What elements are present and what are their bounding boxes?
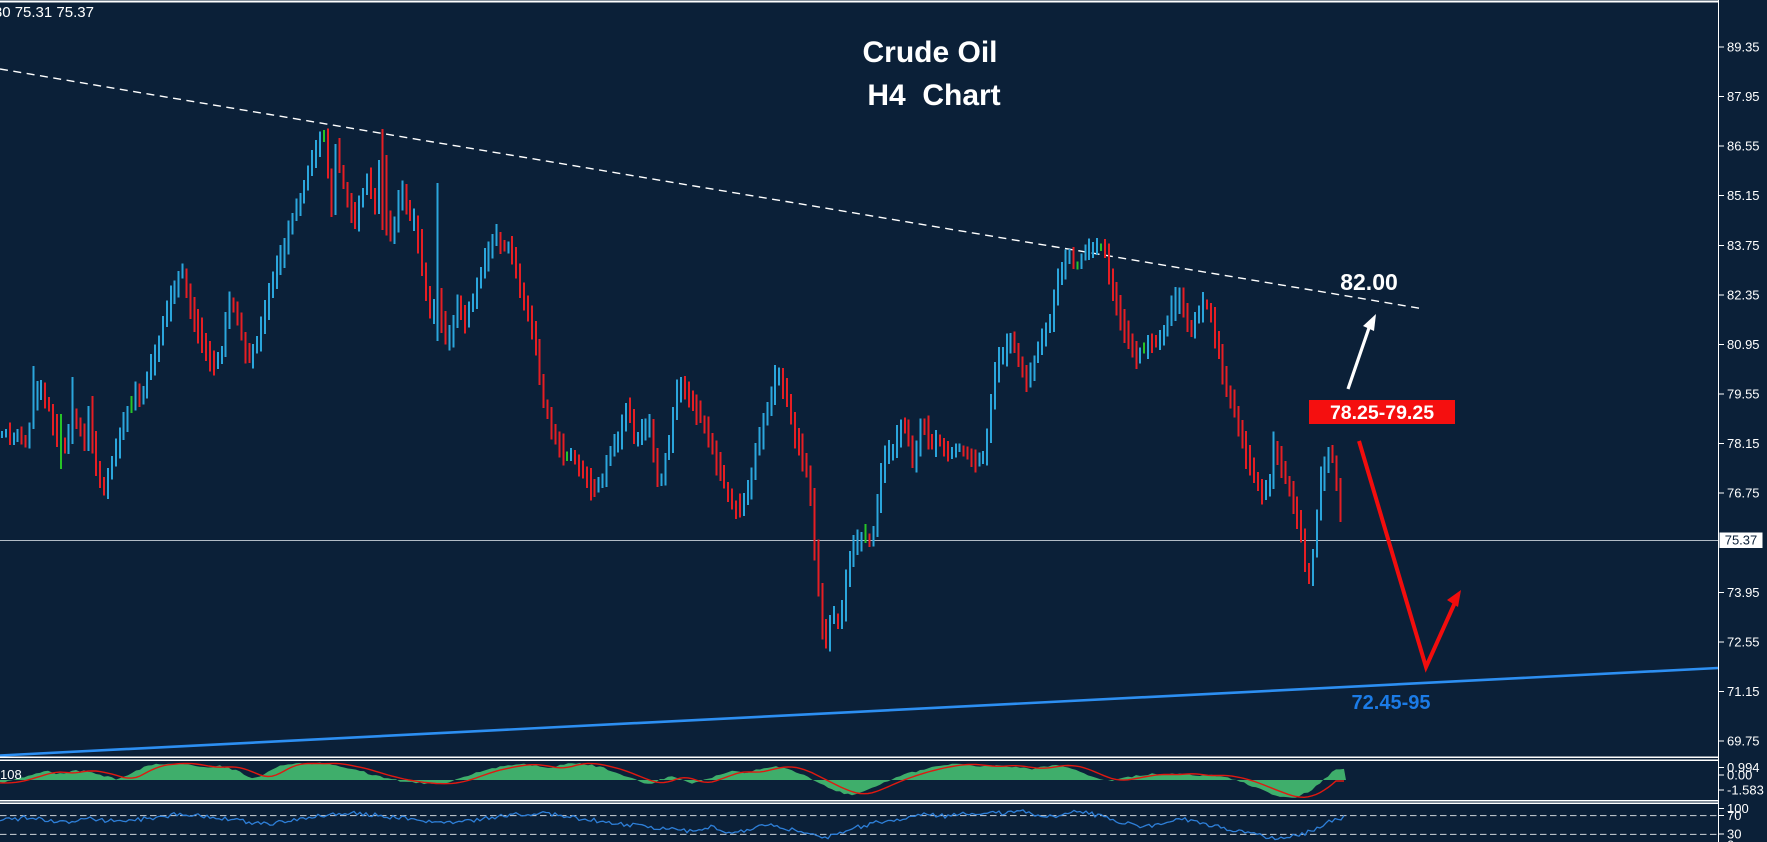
- svg-text:73.95: 73.95: [1727, 585, 1760, 600]
- svg-text:72.45-95: 72.45-95: [1352, 692, 1431, 714]
- svg-text:76.75: 76.75: [1727, 486, 1760, 501]
- svg-text:30: 30: [1727, 827, 1741, 842]
- svg-text:100: 100: [1727, 801, 1749, 816]
- svg-text:-1.583: -1.583: [1727, 783, 1764, 798]
- svg-text:0.994: 0.994: [1727, 760, 1760, 775]
- svg-text:0: 0: [1727, 838, 1734, 842]
- svg-text:80.95: 80.95: [1727, 337, 1760, 352]
- svg-text:87.95: 87.95: [1727, 89, 1760, 104]
- svg-text:0.00: 0.00: [1727, 768, 1752, 783]
- svg-text:83.75: 83.75: [1727, 238, 1760, 253]
- svg-text:79.55: 79.55: [1727, 387, 1760, 402]
- svg-text:71.15: 71.15: [1727, 684, 1760, 699]
- svg-text:69.75: 69.75: [1727, 734, 1760, 749]
- svg-text:75.37: 75.37: [1725, 533, 1758, 548]
- svg-text:78.25-79.25: 78.25-79.25: [1330, 402, 1434, 424]
- svg-text:78.15: 78.15: [1727, 436, 1760, 451]
- svg-text:75.30 75.31 75.37: 75.30 75.31 75.37: [0, 4, 94, 21]
- svg-text:H4 Chart: H4 Chart: [867, 79, 1000, 112]
- svg-text:89.35: 89.35: [1727, 40, 1760, 55]
- svg-text:86.55: 86.55: [1727, 139, 1760, 154]
- svg-text:Crude Oil: Crude Oil: [862, 36, 997, 69]
- svg-text:82.35: 82.35: [1727, 287, 1760, 302]
- svg-text:82.00: 82.00: [1340, 269, 1398, 295]
- svg-text:108: 108: [0, 767, 22, 782]
- svg-text:72.55: 72.55: [1727, 634, 1760, 649]
- svg-text:70: 70: [1727, 808, 1741, 823]
- svg-text:85.15: 85.15: [1727, 188, 1760, 203]
